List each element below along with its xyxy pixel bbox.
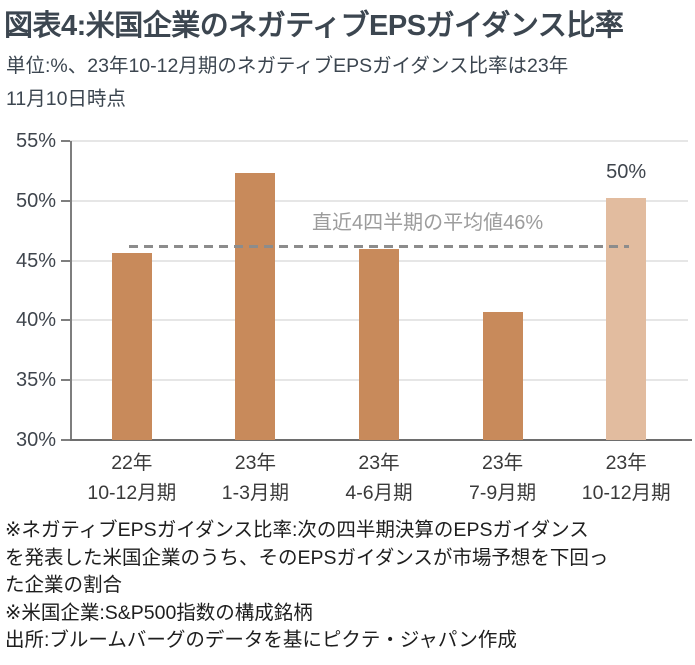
average-line-label: 直近4四半期の平均値46% [312,212,544,235]
source-note: 出所:ブルームバーグのデータを基にピクテ・ジャパン作成 [5,629,517,651]
y-axis-line [70,141,72,440]
x-tick-label: 22年 10-12月期 [62,448,202,508]
x-tick-label-line-2: 1-3月期 [221,482,289,504]
figure-subtitle-line-1: 単位:%、23年10-12月期のネガティブEPSガイダンス比率は23年 [6,55,569,77]
footnote-definition-line-1: ※ネガティブEPSガイダンス比率:次の四半期決算のEPSガイダンス [5,519,589,541]
bar [359,248,399,440]
bar [482,312,523,440]
y-tick-mark [61,259,70,262]
y-tick-mark [61,140,70,142]
grid-line [70,140,688,142]
footnote-definition-line-2: を発表した米国企業のうち、そのEPSガイダンスが市場予想を下回っ [5,546,609,569]
x-tick-label-line-1: 23年 [481,452,524,474]
y-tick-mark [61,379,70,382]
x-tick-label-line-1: 22年 [111,452,153,474]
x-tick-label: 23年 10-12月期 [556,448,695,508]
figure-title: 図表4:米国企業のネガティブEPSガイダンス比率 [4,10,624,42]
x-tick-label-line-1: 23年 [605,452,647,474]
x-axis-line [70,439,692,441]
figure-subtitle-line-2: 11月10日時点 [6,88,126,110]
average-line [128,245,630,249]
y-tick-label: 45% [15,249,56,272]
x-tick-label-line-2: 10-12月期 [87,482,177,504]
x-tick-label-line-1: 23年 [358,452,400,474]
bar [235,173,276,440]
y-tick-label: 50% [15,189,56,212]
y-tick-mark [61,199,70,202]
bar-value-label: 50% [606,161,647,184]
bar [111,253,152,440]
y-tick-label: 55% [15,130,56,152]
y-tick-mark [61,439,70,441]
bar-chart: 30% 35% 40% 45% 50% 55% 直近4四半期の平均値46% 50% 22年 10-… [0,130,695,515]
grid-line [70,199,688,202]
x-tick-label: 23年 4-6月期 [309,448,449,508]
x-tick-label-line-2: 7-9月期 [469,482,537,504]
footnote-universe: ※米国企業:S&P500指数の構成銘柄 [5,601,313,624]
x-tick-label-line-1: 23年 [234,452,276,474]
x-tick-label-line-2: 4-6月期 [345,482,413,504]
y-tick-mark [61,319,70,322]
bar [606,198,647,440]
y-tick-label: 35% [15,369,56,392]
x-tick-label-line-2: 10-12月期 [581,482,671,504]
x-tick-label: 23年 7-9月期 [433,448,573,508]
y-tick-label: 30% [15,429,56,451]
x-tick-label: 23年 1-3月期 [185,448,325,508]
footnote-definition-line-3: た企業の割合 [5,574,123,596]
y-tick-label: 40% [15,309,56,332]
